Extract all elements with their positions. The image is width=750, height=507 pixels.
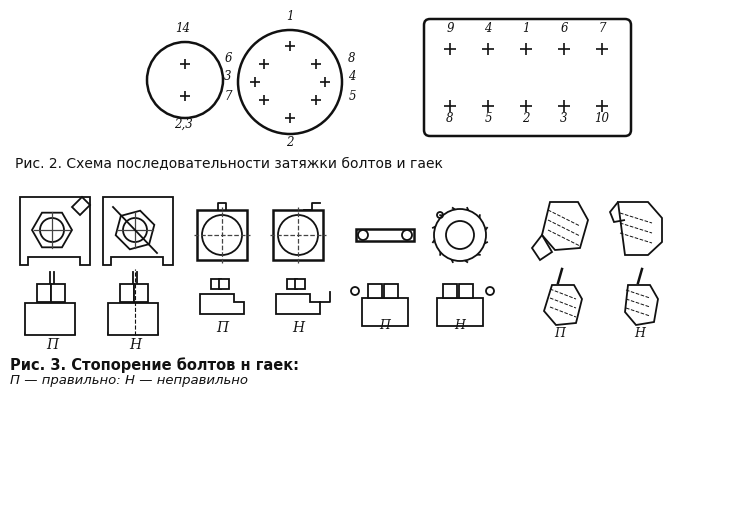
Polygon shape — [20, 197, 90, 265]
Text: 3: 3 — [560, 112, 568, 125]
Text: 5: 5 — [484, 112, 492, 125]
Text: 2,3: 2,3 — [173, 118, 192, 131]
Text: П: П — [46, 338, 58, 352]
Text: 6: 6 — [224, 52, 232, 65]
Bar — [437, 298, 483, 326]
Polygon shape — [72, 197, 90, 215]
Circle shape — [358, 230, 368, 240]
Polygon shape — [532, 235, 552, 260]
Bar — [362, 298, 408, 326]
Bar — [368, 284, 382, 298]
Text: Н: Н — [292, 321, 304, 335]
Bar — [356, 229, 414, 241]
Text: 1: 1 — [522, 22, 530, 35]
Bar — [211, 279, 221, 289]
Text: 14: 14 — [176, 22, 190, 35]
Text: П: П — [554, 327, 566, 340]
Text: 1: 1 — [286, 10, 294, 23]
Bar — [51, 284, 65, 302]
Text: 4: 4 — [484, 22, 492, 35]
Text: 7: 7 — [224, 90, 232, 103]
Polygon shape — [276, 294, 320, 314]
Bar — [197, 210, 247, 260]
Polygon shape — [542, 202, 588, 250]
Text: Рис. 2. Схема последовательности затяжки болтов и гаек: Рис. 2. Схема последовательности затяжки… — [15, 157, 443, 171]
Text: 8: 8 — [348, 52, 355, 65]
Polygon shape — [618, 202, 662, 255]
Text: 8: 8 — [446, 112, 454, 125]
Polygon shape — [103, 197, 173, 265]
Text: 6: 6 — [560, 22, 568, 35]
Text: П — правильно: Н — неправильно: П — правильно: Н — неправильно — [10, 374, 248, 387]
Bar — [37, 284, 51, 302]
Text: 10: 10 — [595, 112, 610, 125]
Text: 3: 3 — [224, 70, 232, 83]
Circle shape — [402, 230, 412, 240]
Polygon shape — [32, 212, 72, 247]
Polygon shape — [200, 294, 244, 314]
Text: 4: 4 — [348, 70, 355, 83]
Text: П: П — [216, 321, 228, 335]
Polygon shape — [544, 285, 582, 325]
Circle shape — [434, 209, 486, 261]
Polygon shape — [116, 211, 154, 249]
Polygon shape — [625, 285, 658, 325]
Bar — [25, 303, 75, 335]
Text: 7: 7 — [598, 22, 606, 35]
Text: 2: 2 — [286, 136, 294, 149]
Text: Н: Н — [454, 319, 466, 332]
Text: 2: 2 — [522, 112, 530, 125]
Bar — [443, 284, 457, 298]
Bar — [384, 284, 398, 298]
Bar — [219, 279, 229, 289]
Bar — [459, 284, 473, 298]
Bar — [120, 284, 134, 302]
Text: П: П — [380, 319, 391, 332]
Bar — [134, 284, 148, 302]
Text: Н: Н — [129, 338, 141, 352]
Bar — [273, 210, 323, 260]
Text: 9: 9 — [446, 22, 454, 35]
Text: Н: Н — [634, 327, 646, 340]
Bar — [287, 279, 297, 289]
Text: 5: 5 — [348, 90, 355, 103]
Bar — [108, 303, 158, 335]
Text: Рис. 3. Стопорение болтов н гаек:: Рис. 3. Стопорение болтов н гаек: — [10, 357, 299, 373]
Bar — [295, 279, 305, 289]
